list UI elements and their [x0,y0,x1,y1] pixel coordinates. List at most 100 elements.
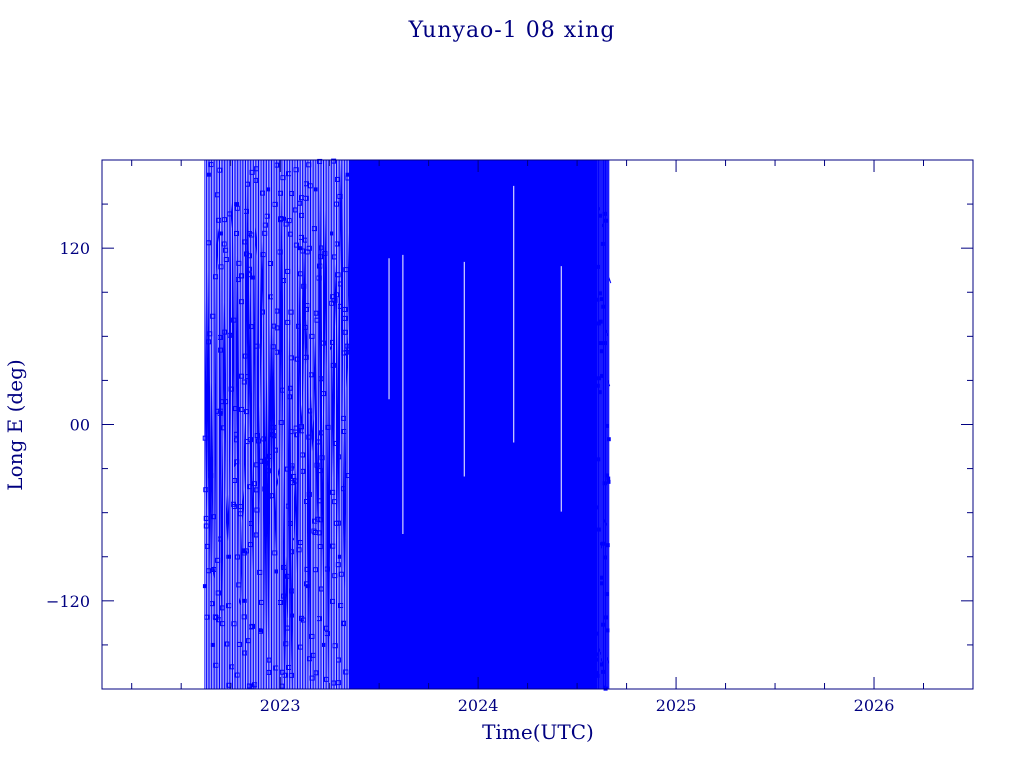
data-point [605,628,610,633]
data-point [341,429,347,435]
data-point [232,406,238,412]
x-tick-label: 2026 [854,696,895,715]
data-point [306,434,312,440]
data-point [345,473,351,479]
data-point [227,211,233,217]
data-point [599,341,604,346]
data-point [297,200,303,206]
data-point [596,527,601,532]
data-point [289,191,295,197]
data-point [262,222,268,228]
data-point [304,303,310,309]
data-point [332,643,338,649]
data-point [279,669,285,675]
data-point [596,264,601,269]
data-point [257,569,263,575]
data-point [307,656,313,662]
data-point [267,453,273,459]
data-point [259,309,265,315]
data-point [216,217,222,223]
data-point [254,462,260,468]
data-point [266,187,271,192]
data-point [320,340,326,346]
data-point [601,622,606,627]
data-point [206,339,212,345]
data-point [219,399,225,405]
data-point [314,462,320,468]
data-point [344,343,350,349]
data-point [336,454,342,460]
data-point [204,543,210,549]
data-point [330,543,336,549]
x-tick-label: 2023 [260,696,301,715]
data-point [245,638,251,644]
data-point [248,521,254,527]
data-point [243,208,249,214]
data-point [286,171,292,177]
data-point [318,245,324,251]
data-point [288,672,294,678]
data-point [234,230,240,236]
data-point [603,218,608,223]
data-point [331,254,337,260]
data-point [330,489,336,495]
data-point [204,614,210,620]
data-point [246,272,252,278]
data-point [335,562,341,568]
data-point [293,167,299,173]
data-point [291,473,297,479]
data-point [337,303,343,309]
data-point [314,317,320,323]
data-point [253,532,259,538]
data-point [277,249,283,255]
data-point [330,339,336,345]
data-line [204,160,350,689]
data-point [341,621,347,627]
data-point [318,430,324,436]
data-point [210,313,216,319]
data-point [288,309,294,315]
data-point [221,425,227,431]
data-point [292,207,298,213]
data-point [219,605,225,611]
data-point [284,625,290,631]
data-point [300,452,306,458]
data-point [246,266,252,272]
data-point [596,457,601,462]
data-point [236,260,242,266]
data-point [317,498,323,504]
data-point [297,644,303,650]
data-point [309,333,315,339]
data-point [253,166,259,172]
data-point [600,297,605,302]
y-tick-label: −120 [46,592,90,611]
data-point [597,390,602,395]
data-point [602,555,607,560]
data-point [222,329,228,335]
data-point [298,424,304,430]
data-point [254,343,260,349]
data-point [226,682,232,688]
data-point [262,230,268,236]
data-point [334,241,340,247]
data-point [283,221,289,227]
x-axis-label: Time(UTC) [482,720,594,744]
data-point [605,543,610,548]
data-point [598,213,603,218]
data-point [211,567,217,573]
data-point [247,542,253,548]
data-point [331,158,337,164]
data-point [332,573,338,579]
data-point [283,641,289,647]
data-point [604,423,609,428]
data-point [338,603,344,609]
data-point [265,493,271,499]
data-point [228,386,234,392]
y-tick-label: 00 [70,416,90,435]
data-point [243,409,249,415]
data-point [233,431,239,437]
data-point [236,641,242,647]
data-point [309,633,315,639]
data-point [343,669,349,675]
data-point [236,582,242,588]
